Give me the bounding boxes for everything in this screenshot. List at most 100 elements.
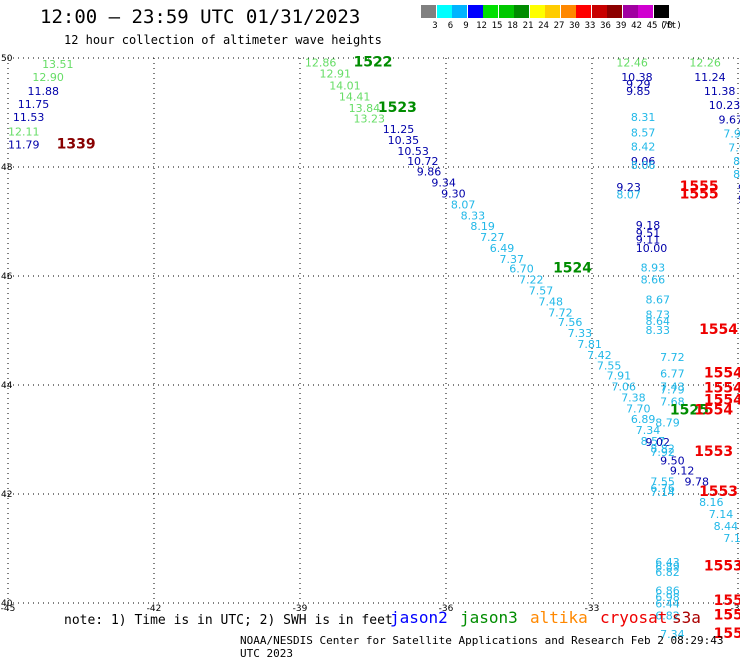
- lon-tick-label: -45: [1, 604, 16, 614]
- wave-height-label: 8.57: [631, 126, 656, 139]
- wave-height-label: 11.38: [704, 85, 736, 98]
- legend-label: 3: [432, 21, 438, 31]
- wave-height-label: 7.38: [621, 391, 646, 404]
- wave-height-label: 6.76: [650, 482, 675, 495]
- wave-height-label: 7.06: [611, 380, 636, 393]
- wave-height-label: 11.88: [27, 85, 59, 98]
- legend-swatch: [638, 5, 653, 18]
- lon-tick-label: -33: [585, 604, 600, 614]
- wave-height-label: 8.33: [646, 324, 671, 337]
- wave-height-label: 9.51: [636, 227, 661, 240]
- wave-height-label: 8.1: [733, 168, 740, 181]
- lon-tick-label: -30: [731, 604, 740, 614]
- pass-time-label: 1525: [670, 402, 709, 418]
- wave-height-label: 14.01: [329, 80, 361, 93]
- wave-height-label: 6.89: [655, 560, 680, 573]
- wave-height-label: 7.34: [660, 628, 685, 641]
- legend-swatch: [452, 5, 467, 18]
- wave-height-label: 11.79: [8, 138, 40, 151]
- legend-label: 15: [491, 21, 503, 31]
- lat-tick-label: 40: [1, 599, 13, 609]
- wave-height-label: 10.53: [397, 145, 429, 158]
- wave-height-label: 7.72: [660, 351, 685, 364]
- wave-height-label: 11.25: [383, 123, 415, 136]
- wave-height-label: 7.34: [636, 424, 661, 437]
- wave-height-label: 13.84: [349, 102, 381, 115]
- wave-height-label: 13.23: [354, 112, 386, 125]
- satellite-jason2: jason2: [390, 608, 448, 627]
- wave-height-label: 8.93: [641, 262, 666, 275]
- lon-tick-label: -39: [293, 604, 308, 614]
- footer-note: note: 1) Time is in UTC; 2) SWH is in fe…: [64, 613, 393, 628]
- wave-height-label: 10.23: [709, 99, 740, 112]
- satellite-s3a: s3a: [672, 608, 701, 627]
- credit-line: NOAA/NESDIS Center for Satellite Applica…: [240, 634, 724, 660]
- wave-height-label: 7.33: [568, 327, 593, 340]
- wave-height-label: 7.57: [529, 285, 554, 298]
- wave-height-label: 6.43: [655, 556, 680, 569]
- wave-height-label: 10.72: [407, 155, 439, 168]
- wave-height-label: 7.91: [607, 370, 632, 383]
- wave-height-label: 9: [738, 193, 740, 206]
- wave-height-label: 8.44: [714, 520, 739, 533]
- wave-height-label: 8.07: [616, 189, 641, 202]
- legend-swatch: [591, 5, 607, 18]
- wave-height-label: 7.70: [626, 402, 651, 415]
- legend-label: 70: [662, 21, 673, 31]
- wave-height-label: 8.59: [733, 155, 740, 168]
- legend-label: 33: [584, 21, 596, 31]
- wave-height-label: 11.53: [13, 111, 45, 124]
- pass-time-label: 1554: [704, 365, 740, 381]
- pass-time-label: 1339: [57, 136, 96, 152]
- wave-height-label: 9.78: [684, 475, 709, 488]
- wave-height-label: 12.11: [8, 125, 40, 138]
- wave-height-label: 9.11: [636, 233, 661, 246]
- wave-height-label: 8.19: [470, 220, 495, 233]
- legend-swatch: [498, 5, 514, 18]
- wave-height-label: 7.81: [577, 338, 602, 351]
- wave-height-label: 9.50: [660, 455, 685, 468]
- legend-swatch: [467, 5, 483, 18]
- lat-tick-label: 42: [1, 490, 12, 500]
- legend-swatch: [514, 5, 529, 18]
- legend-swatch: [545, 5, 560, 18]
- wave-height-label: 12.26: [689, 57, 721, 70]
- lat-tick-label: 44: [1, 381, 13, 391]
- wave-height-label: 7.55: [650, 475, 675, 488]
- pass-time-label: 1554: [699, 322, 738, 338]
- legend-swatch: [436, 5, 452, 18]
- wave-height-label: 7.37: [500, 253, 525, 266]
- legend-label: 24: [538, 21, 549, 31]
- wave-height-label: 6.77: [660, 367, 685, 380]
- wave-height-label: 8.82: [650, 443, 675, 456]
- legend-label: 9: [463, 21, 469, 31]
- pass-time-label: 1554: [704, 393, 740, 409]
- wave-height-label: 9.67: [719, 113, 740, 126]
- legend-swatch: [560, 5, 576, 18]
- legend-swatch: [653, 5, 669, 18]
- wave-height-label: 7.27: [480, 231, 505, 244]
- legend-swatch: [607, 5, 622, 18]
- wave-height-label: 10.35: [388, 134, 420, 147]
- wave-height-label: 12.46: [616, 57, 648, 70]
- pass-time-label: 1553: [704, 558, 740, 574]
- legend-label: 39: [615, 21, 627, 31]
- wave-height-label: 12.86: [305, 57, 337, 70]
- pass-time-label: 1554: [704, 381, 740, 397]
- legend-label: 30: [569, 21, 580, 31]
- satellite-jason3: jason3: [460, 608, 518, 627]
- wave-height-label: 6.86: [655, 584, 680, 597]
- wave-height-label: 8.64: [646, 315, 671, 328]
- wave-height-label: 7.56: [558, 316, 583, 329]
- legend-label: 18: [507, 21, 518, 31]
- wave-height-label: 11.24: [694, 71, 726, 84]
- wave-height-label: 13.51: [42, 58, 74, 71]
- wave-height-label: 9.30: [441, 188, 466, 201]
- legend-label: 21: [522, 21, 534, 31]
- wave-height-label: 6.98: [655, 591, 680, 604]
- lon-tick-label: -36: [439, 604, 454, 614]
- legend-label: 6: [447, 21, 454, 31]
- pass-time-label: 1522: [354, 55, 393, 71]
- wave-height-label: 7.72: [548, 306, 573, 319]
